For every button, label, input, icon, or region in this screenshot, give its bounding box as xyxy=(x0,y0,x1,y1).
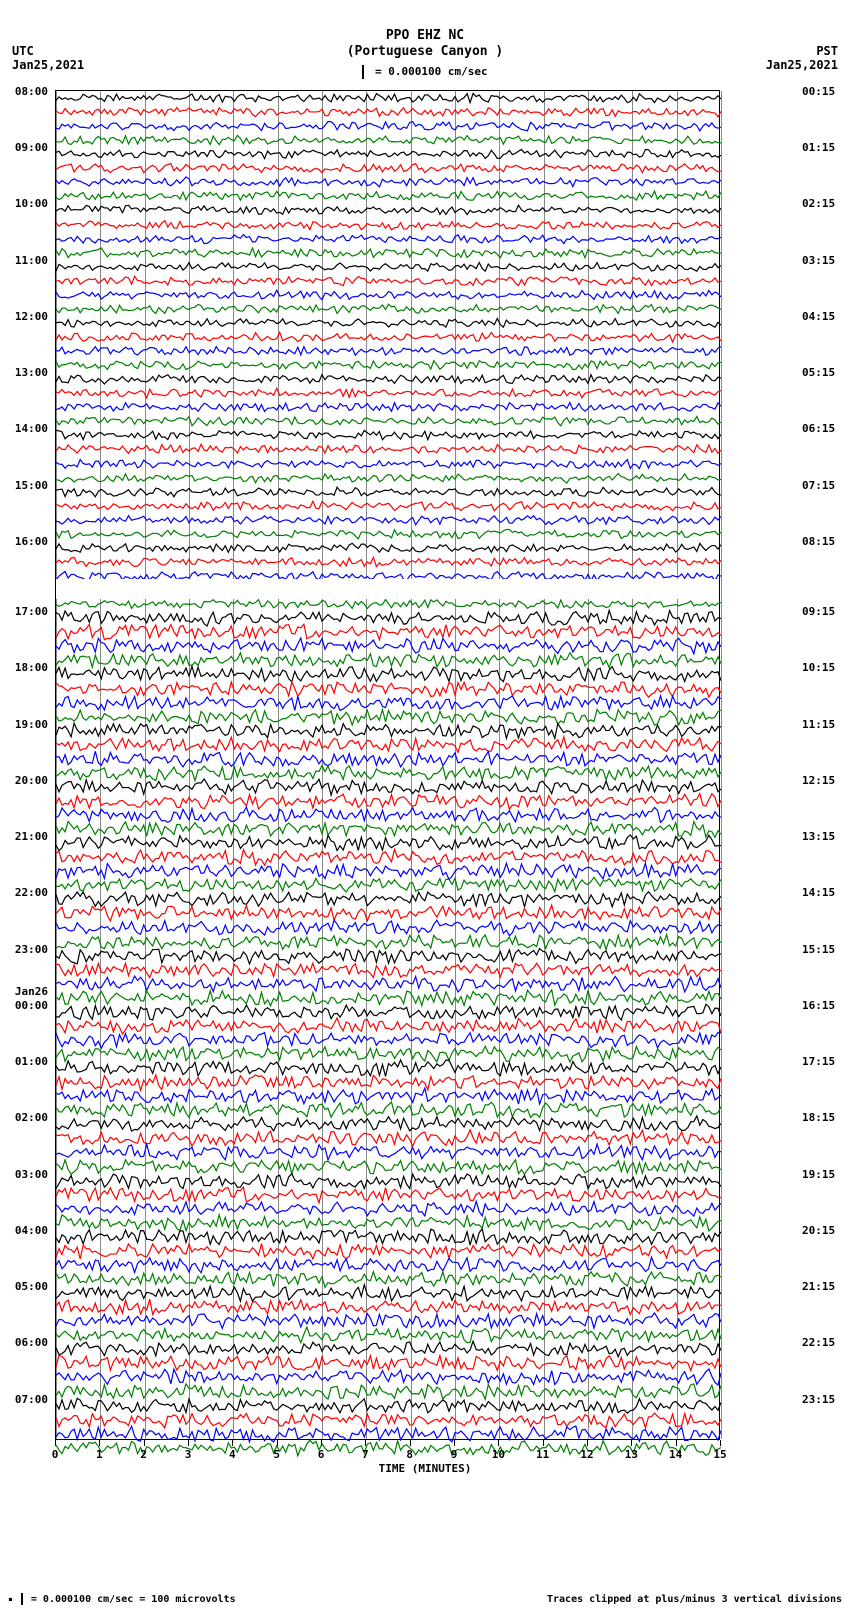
xtick-label: 8 xyxy=(406,1448,413,1461)
xtick xyxy=(410,1440,411,1446)
time-label: 05:15 xyxy=(802,366,835,379)
time-label: Jan26 xyxy=(15,985,48,998)
xtick-label: 5 xyxy=(273,1448,280,1461)
time-label: 06:15 xyxy=(802,422,835,435)
xtick xyxy=(144,1440,145,1446)
time-label: 19:00 xyxy=(15,718,48,731)
time-label: 04:00 xyxy=(15,1224,48,1237)
xtick xyxy=(55,1440,56,1446)
time-label: 21:15 xyxy=(802,1280,835,1293)
scale-text: = 0.000100 cm/sec xyxy=(375,65,488,78)
time-label: 11:15 xyxy=(802,718,835,731)
xtick xyxy=(676,1440,677,1446)
time-label: 05:00 xyxy=(15,1280,48,1293)
time-label: 07:00 xyxy=(15,1393,48,1406)
xtick-label: 11 xyxy=(536,1448,549,1461)
xtick-label: 7 xyxy=(362,1448,369,1461)
xtick-label: 2 xyxy=(140,1448,147,1461)
time-label: 01:15 xyxy=(802,141,835,154)
time-label: 04:15 xyxy=(802,310,835,323)
pst-time-labels: 00:1501:1502:1503:1504:1505:1506:1507:15… xyxy=(798,90,850,1440)
time-label: 17:00 xyxy=(15,605,48,618)
xtick-label: 10 xyxy=(492,1448,505,1461)
station-subtitle: (Portuguese Canyon ) xyxy=(0,44,850,59)
xtick xyxy=(188,1440,189,1446)
time-label: 13:00 xyxy=(15,366,48,379)
time-label: 09:15 xyxy=(802,605,835,618)
xtick xyxy=(277,1440,278,1446)
date-right: Jan25,2021 xyxy=(766,58,838,72)
xtick xyxy=(99,1440,100,1446)
time-label: 01:00 xyxy=(15,1055,48,1068)
time-label: 07:15 xyxy=(802,479,835,492)
xtick xyxy=(720,1440,721,1446)
time-label: 03:15 xyxy=(802,254,835,267)
time-label: 00:00 xyxy=(15,999,48,1012)
xtick-label: 15 xyxy=(713,1448,726,1461)
seismogram-plot xyxy=(55,90,720,1440)
footer-clip-note: Traces clipped at plus/minus 3 vertical … xyxy=(547,1594,842,1605)
time-label: 19:15 xyxy=(802,1168,835,1181)
xtick xyxy=(454,1440,455,1446)
xaxis-title: TIME (MINUTES) xyxy=(0,1462,850,1475)
gridline xyxy=(721,91,722,1439)
data-gap xyxy=(56,579,719,599)
time-label: 11:00 xyxy=(15,254,48,267)
xtick-label: 0 xyxy=(52,1448,59,1461)
xtick xyxy=(498,1440,499,1446)
time-label: 14:00 xyxy=(15,422,48,435)
xtick-label: 9 xyxy=(451,1448,458,1461)
xtick xyxy=(321,1440,322,1446)
time-label: 15:00 xyxy=(15,479,48,492)
time-label: 13:15 xyxy=(802,830,835,843)
time-label: 02:15 xyxy=(802,197,835,210)
time-label: 20:00 xyxy=(15,774,48,787)
xtick-label: 6 xyxy=(318,1448,325,1461)
time-label: 20:15 xyxy=(802,1224,835,1237)
xtick xyxy=(543,1440,544,1446)
timezone-right: PST xyxy=(816,44,838,58)
xtick xyxy=(631,1440,632,1446)
time-label: 10:00 xyxy=(15,197,48,210)
xtick-label: 3 xyxy=(185,1448,192,1461)
xtick-label: 13 xyxy=(625,1448,638,1461)
xtick xyxy=(365,1440,366,1446)
time-label: 14:15 xyxy=(802,886,835,899)
time-label: 17:15 xyxy=(802,1055,835,1068)
time-label: 00:15 xyxy=(802,85,835,98)
scale-indicator: = 0.000100 cm/sec xyxy=(0,65,850,79)
time-label: 16:15 xyxy=(802,999,835,1012)
time-label: 08:15 xyxy=(802,535,835,548)
time-label: 03:00 xyxy=(15,1168,48,1181)
xtick-label: 4 xyxy=(229,1448,236,1461)
xtick-label: 12 xyxy=(580,1448,593,1461)
time-label: 23:15 xyxy=(802,1393,835,1406)
footer-scale-note: ▪ = 0.000100 cm/sec = 100 microvolts xyxy=(8,1593,236,1605)
time-label: 16:00 xyxy=(15,535,48,548)
time-label: 09:00 xyxy=(15,141,48,154)
time-label: 12:00 xyxy=(15,310,48,323)
time-label: 22:15 xyxy=(802,1336,835,1349)
utc-time-labels: 08:0009:0010:0011:0012:0013:0014:0015:00… xyxy=(0,90,52,1440)
timezone-left: UTC xyxy=(12,44,34,58)
station-title: PPO EHZ NC xyxy=(0,28,850,43)
time-label: 18:15 xyxy=(802,1111,835,1124)
time-label: 21:00 xyxy=(15,830,48,843)
xtick xyxy=(232,1440,233,1446)
date-left: Jan25,2021 xyxy=(12,58,84,72)
xtick-label: 1 xyxy=(96,1448,103,1461)
time-label: 06:00 xyxy=(15,1336,48,1349)
time-label: 23:00 xyxy=(15,943,48,956)
time-label: 15:15 xyxy=(802,943,835,956)
time-label: 02:00 xyxy=(15,1111,48,1124)
time-label: 18:00 xyxy=(15,661,48,674)
time-label: 22:00 xyxy=(15,886,48,899)
time-label: 08:00 xyxy=(15,85,48,98)
time-label: 12:15 xyxy=(802,774,835,787)
time-label: 10:15 xyxy=(802,661,835,674)
scale-bar-icon xyxy=(362,65,364,79)
xtick xyxy=(587,1440,588,1446)
xtick-label: 14 xyxy=(669,1448,682,1461)
